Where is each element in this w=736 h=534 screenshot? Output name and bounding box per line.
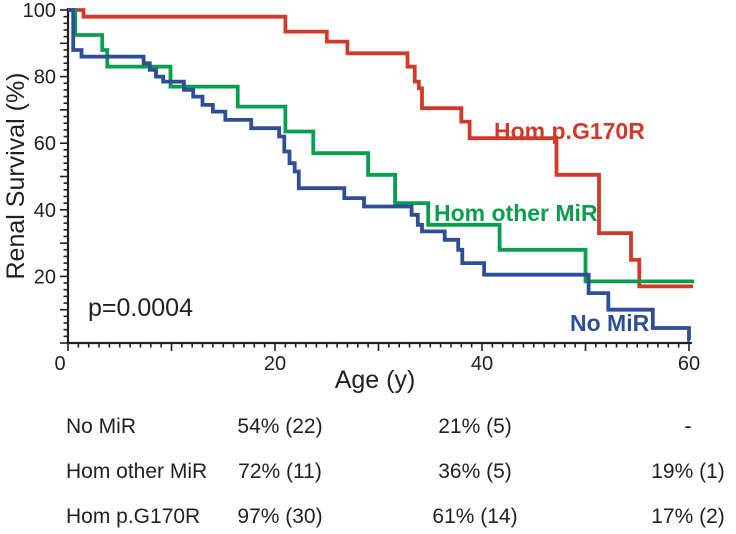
row-value: 36% (5) [438,460,512,483]
table-row: Hom p.G170R 97% (30) 61% (14) 17% (2) [0,502,736,532]
table-row: Hom other MiR 72% (11) 36% (5) 19% (1) [0,457,736,487]
curve-hom-other-mir [68,8,695,284]
x-tick-label: 0 [54,353,65,375]
x-tick-label: 40 [471,353,493,375]
y-axis-title: Renal Survival (%) [2,72,30,279]
x-tick-label: 60 [678,353,700,375]
row-group-label: Hom p.G170R [66,505,201,528]
row-group-label: Hom other MiR [66,460,208,483]
table-row: No MiR 54% (22) 21% (5) - [0,412,736,442]
row-value: 17% (2) [651,505,725,528]
y-tick-label: 100 [23,0,56,22]
row-value: 21% (5) [438,415,512,438]
survival-chart: 0 20 40 60 20 40 60 80 100 Hom p.G170R Hom other … [2,0,701,394]
curve-label-hom-p-g170r: Hom p.G170R [494,118,645,144]
y-tick-label: 20 [34,266,56,288]
y-tick-label: 60 [34,133,56,155]
row-group-label: No MiR [66,415,137,438]
survival-curves [68,8,695,342]
curve-label-hom-other-mir: Hom other MiR [434,200,598,226]
row-value: 97% (30) [237,505,323,528]
curve-label-no-mir: No MiR [570,310,650,336]
x-tick-label: 20 [264,353,286,375]
curve-no-mir [68,8,691,342]
y-tick-label: 80 [34,67,56,89]
row-value: 54% (22) [237,415,323,438]
y-tick-label: 40 [34,200,56,222]
p-value-annotation: p=0.0004 [88,294,193,322]
curve-labels: Hom p.G170R Hom other MiR No MiR [434,118,650,336]
row-value: 61% (14) [432,505,518,528]
x-axis-title: Age (y) [335,366,416,394]
curve-hom-p-g170r [68,8,694,289]
row-value: 19% (1) [651,460,725,483]
row-value: - [684,415,692,438]
row-value: 72% (11) [238,460,322,483]
axes: 0 20 40 60 20 40 60 80 100 [23,0,701,375]
